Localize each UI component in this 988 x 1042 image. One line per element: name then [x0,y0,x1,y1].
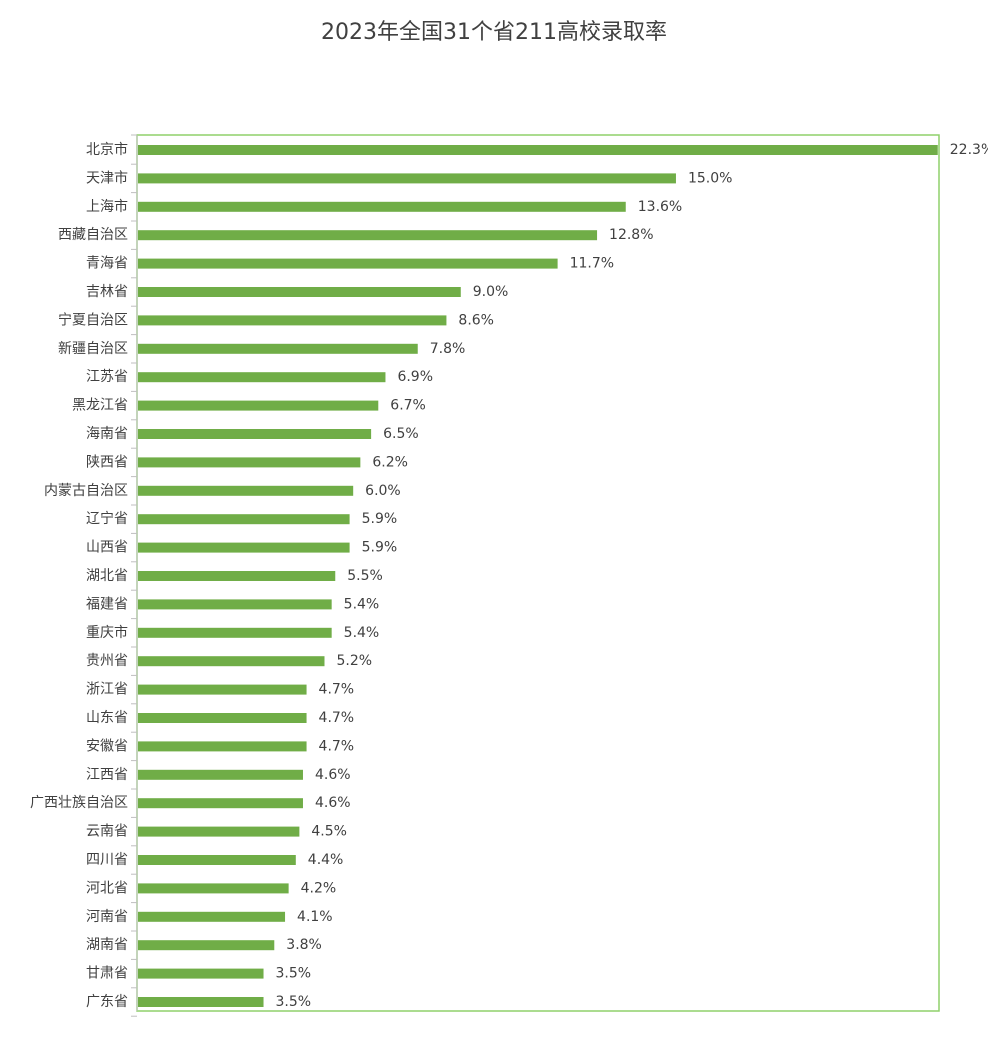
bar [138,968,264,979]
category-labels: 北京市天津市上海市西藏自治区青海省吉林省宁夏自治区新疆自治区江苏省黑龙江省海南省… [30,141,128,1010]
data-label: 3.5% [276,966,312,982]
data-label: 6.9% [397,369,433,385]
data-label: 4.7% [319,682,355,698]
bar [138,429,372,439]
chart-title: 2023年全国31个省211高校录取率 [321,20,667,45]
bar [138,911,286,922]
data-label: 4.4% [308,852,344,868]
data-label: 13.6% [638,199,682,215]
category-label: 新疆自治区 [58,341,128,357]
value-labels: 22.3% 15.0% 13.6% 12.8% 11.7% 9.0% 8.6% 7.8% 6.9… [276,142,988,1010]
bar [138,883,289,894]
category-label: 四川省 [86,852,128,868]
category-label: 天津市 [86,169,128,186]
category-label: 河南省 [86,909,128,925]
data-label: 4.5% [311,824,347,840]
category-label: 甘肃省 [86,966,128,982]
category-label: 安徽省 [86,738,128,754]
data-label: 6.0% [365,483,401,499]
data-label: 5.2% [336,653,372,669]
bar [138,485,354,496]
bar [138,343,418,354]
category-label: 广西壮族自治区 [30,795,128,811]
data-label: 5.9% [362,540,398,556]
category-label: 陕西省 [86,454,128,470]
category-label: 河北省 [86,880,128,896]
bar [138,173,676,184]
category-ticks [131,134,137,1017]
bar [138,741,307,752]
category-label: 北京市 [86,141,128,158]
data-label: 3.8% [286,937,322,953]
category-label: 黑龙江省 [72,398,128,414]
category-label: 重庆市 [86,624,128,641]
data-label: 8.6% [458,312,494,328]
data-label: 6.2% [372,454,408,470]
category-label: 青海省 [86,256,128,272]
bar [138,798,303,809]
category-label: 山西省 [86,540,128,556]
bar [138,457,361,468]
category-label: 贵州省 [86,653,128,669]
data-label: 4.7% [319,710,355,726]
category-label: 西藏自治区 [58,227,128,243]
data-label: 4.6% [315,795,351,811]
category-label: 宁夏自治区 [58,311,128,328]
category-label: 山东省 [86,710,128,726]
data-label: 5.4% [344,596,380,612]
data-label: 11.7% [570,256,614,272]
bar [138,713,307,723]
bar [138,627,332,638]
category-label: 湖南省 [86,937,128,953]
data-label: 12.8% [609,227,653,243]
bar [138,940,275,951]
bar [138,542,350,553]
bar [138,372,386,383]
data-label: 6.7% [390,398,426,414]
category-label: 江西省 [86,767,128,783]
data-label: 22.3% [950,142,988,158]
bar [138,230,598,241]
data-label: 5.5% [347,568,383,584]
bar [138,599,332,610]
category-label: 上海市 [86,198,128,215]
bar [138,826,300,837]
data-label: 7.8% [430,341,466,357]
data-label: 4.6% [315,767,351,783]
bar [138,769,303,780]
bars-group [138,145,938,1007]
data-label: 5.9% [362,511,398,527]
bar [138,258,558,269]
data-label: 15.0% [688,170,732,186]
data-label: 4.7% [319,738,355,754]
data-label: 5.4% [344,625,380,641]
bar [138,145,938,155]
category-label: 湖北省 [86,568,128,584]
category-label: 江苏省 [86,369,128,385]
category-label: 内蒙古自治区 [44,483,128,499]
bar [138,997,264,1007]
category-label: 云南省 [86,824,128,840]
bar [138,201,626,212]
bar [138,656,325,667]
data-label: 4.2% [301,880,337,896]
data-label: 4.1% [297,909,333,925]
bar [138,514,350,525]
data-label: 3.5% [276,994,312,1010]
category-label: 广东省 [86,994,128,1010]
data-label: 9.0% [473,284,509,300]
data-label: 6.5% [383,426,419,442]
bar [138,855,296,865]
bar [138,315,447,326]
category-label: 辽宁省 [86,510,128,527]
category-label: 福建省 [86,596,128,612]
bar [138,684,307,695]
category-label: 吉林省 [86,284,128,300]
category-label: 海南省 [86,426,128,442]
bar [138,400,379,411]
bar [138,287,461,297]
bar [138,571,336,581]
category-label: 浙江省 [86,682,128,698]
